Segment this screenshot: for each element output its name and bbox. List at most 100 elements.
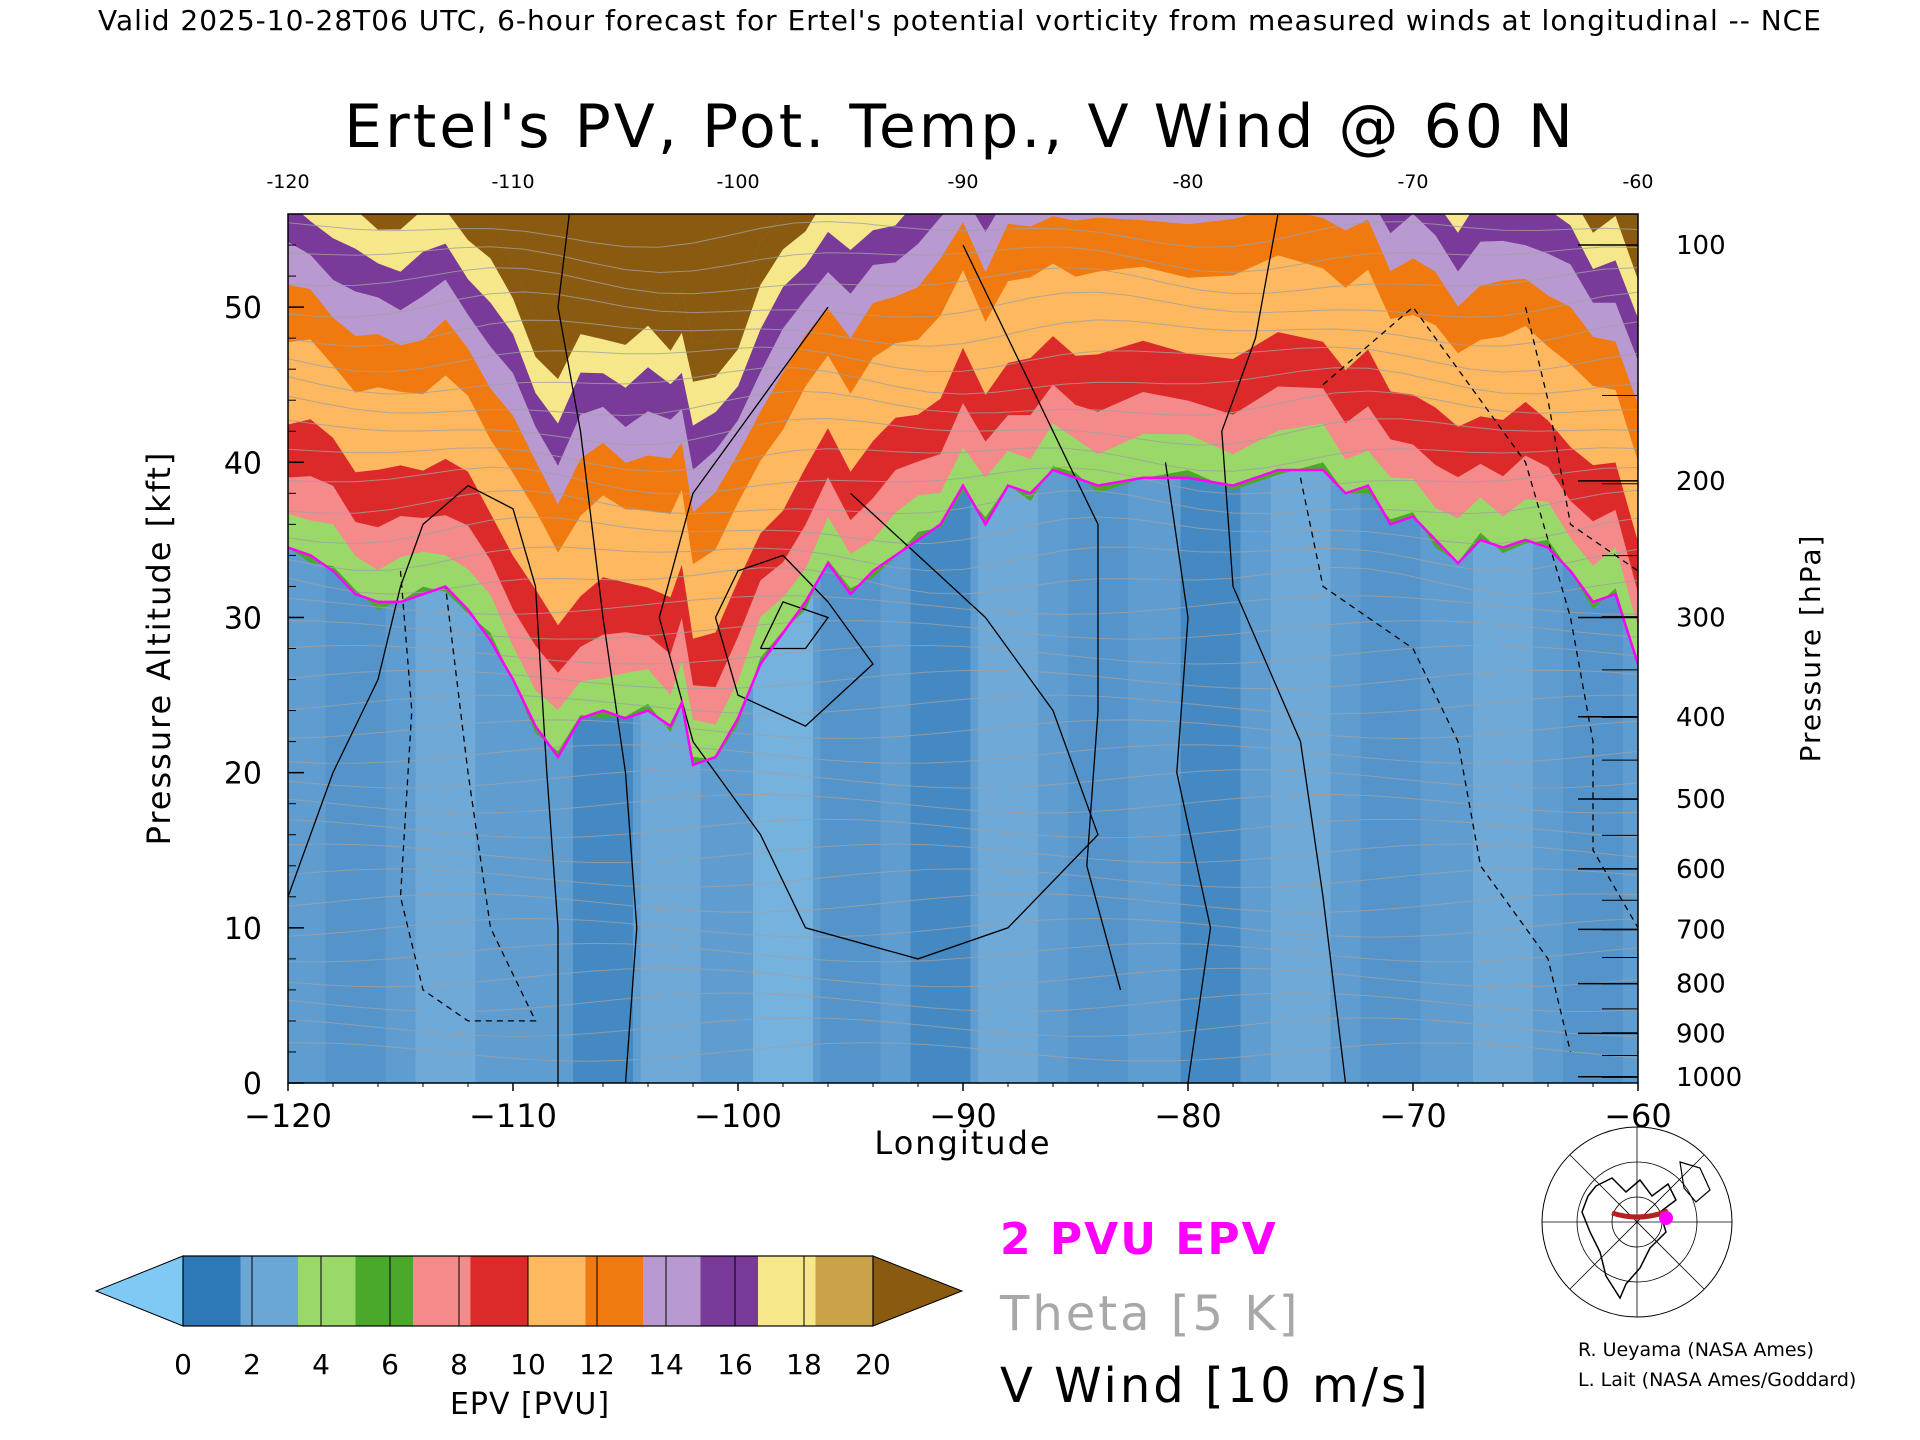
- x-top-tick-label: -90: [947, 171, 978, 193]
- theta-contour: [288, 367, 1638, 395]
- v-wind-contours: [288, 214, 1638, 1083]
- v-wind-contour: [399, 570, 537, 1022]
- y-left-tick-label: 50: [224, 291, 262, 326]
- theta-contour: [288, 669, 1638, 690]
- colorbar-segment: [585, 1256, 644, 1326]
- colorbar-tick-label: 0: [174, 1348, 192, 1381]
- x-top-tick-label: -100: [716, 171, 759, 193]
- map-location-marker: [1659, 1211, 1673, 1225]
- theta-contour: [288, 744, 1638, 764]
- y-axis-left: 0 10 20 30 40 50: [224, 244, 304, 1102]
- theta-contour: [288, 516, 1638, 545]
- x-tick-label: −80: [1154, 1097, 1222, 1135]
- y-right-tick-label: 500: [1676, 785, 1726, 815]
- y-left-tick-label: 10: [224, 912, 262, 947]
- credit-line-1: R. Ueyama (NASA Ames): [1578, 1339, 1814, 1361]
- legend-epv: 2 PVU EPV: [1000, 1214, 1278, 1265]
- colorbar-tick-label: 14: [648, 1348, 684, 1381]
- theta-contour: [288, 291, 1638, 318]
- theta-contour: [288, 447, 1638, 473]
- map-coastlines: [1581, 1177, 1677, 1300]
- pv-band-top: [487, 214, 1638, 344]
- v-wind-contour: [1164, 462, 1212, 1083]
- colorbar-segment: [643, 1256, 701, 1326]
- theta-contour: [288, 390, 1638, 417]
- y-right-tick-label: 100: [1676, 231, 1726, 261]
- theta-contour: [288, 319, 1638, 347]
- colorbar-tick-label: 4: [312, 1348, 330, 1381]
- theta-contour: [288, 967, 1638, 988]
- colorbar-segment: [700, 1256, 759, 1326]
- theta-contour: [288, 793, 1638, 814]
- colorbar-segment: [758, 1256, 816, 1326]
- colorbar-segment: [528, 1256, 586, 1326]
- theta-contour: [288, 893, 1638, 913]
- x-top-tick-label: -70: [1397, 171, 1428, 193]
- pv-band: [288, 423, 1638, 765]
- v-wind-contour: [1524, 306, 1638, 572]
- y-axis-right-label: Pressure [hPa]: [1794, 534, 1827, 763]
- y-right-tick-label: 800: [1676, 970, 1726, 1000]
- x-top-tick-label: -80: [1172, 171, 1203, 193]
- colorbar-tick-label: 8: [450, 1348, 468, 1381]
- theta-contour: [288, 992, 1638, 1013]
- v-wind-contour: [658, 306, 1099, 960]
- colorbar-tick-label: 20: [855, 1348, 891, 1381]
- forecast-header: Valid 2025-10-28T06 UTC, 6-hour forecast…: [98, 4, 1822, 37]
- theta-contour: [288, 917, 1638, 938]
- colorbar-segment: [240, 1256, 299, 1326]
- colorbar-tick-label: 18: [786, 1348, 822, 1381]
- theta-contour: [288, 595, 1638, 615]
- v-wind-contour: [1299, 477, 1572, 1053]
- y-left-tick-label: 30: [224, 601, 262, 636]
- colorbar-label: EPV [PVU]: [450, 1387, 610, 1422]
- x-axis: −120 −110 −100 −90 −80 −70 −60: [244, 1083, 1672, 1135]
- y-right-tick-label: 300: [1676, 603, 1726, 633]
- credits: R. Ueyama (NASA Ames) L. Lait (NASA Ames…: [1578, 1335, 1856, 1395]
- theta-contour: [288, 266, 1638, 295]
- colorbar-under-arrow: [94, 1255, 184, 1327]
- x-axis-top: -120 -110 -100 -90 -80 -70 -60: [266, 171, 1653, 193]
- y-right-tick-label: 600: [1676, 855, 1726, 885]
- theta-contour: [288, 246, 1638, 274]
- theta-contour: [288, 1017, 1638, 1037]
- colorbar-segment: [298, 1256, 356, 1326]
- tropopause-2pvu-contour: [288, 468, 1638, 767]
- theta-contour: [288, 694, 1638, 715]
- y-right-tick-label: 400: [1676, 703, 1726, 733]
- theta-contour: [288, 466, 1638, 495]
- x-tick-label: −60: [1604, 1097, 1672, 1135]
- x-tick-label: −70: [1379, 1097, 1447, 1135]
- y-left-tick-label: 20: [224, 757, 262, 792]
- colorbar-segment: [815, 1256, 874, 1326]
- locator-map: [1538, 1126, 1736, 1318]
- x-top-tick-label: -120: [266, 171, 309, 193]
- theta-contour: [288, 719, 1638, 740]
- theta-contour: [288, 942, 1638, 963]
- theta-contour: [288, 768, 1638, 789]
- theta-contour: [288, 868, 1638, 888]
- colorbar-tick-label: 6: [381, 1348, 399, 1381]
- theta-contour: [288, 220, 1638, 248]
- y-left-tick-label: 40: [224, 446, 262, 481]
- chart-title: Ertel's PV, Pot. Temp., V Wind @ 60 N: [344, 92, 1576, 162]
- theta-contour: [288, 1042, 1638, 1062]
- x-tick-label: −110: [469, 1097, 557, 1135]
- colorbar-tick-label: 2: [243, 1348, 261, 1381]
- colorbar: 0 2 4 6 8 10 12 14 16 18 20: [94, 1255, 964, 1381]
- theta-contour: [288, 818, 1638, 839]
- legend-vwind: V Wind [10 m/s]: [1000, 1358, 1431, 1414]
- credit-line-2: L. Lait (NASA Ames/Goddard): [1578, 1369, 1857, 1391]
- y-axis-left-label: Pressure Altitude [kft]: [140, 451, 178, 846]
- theta-contour: [288, 489, 1638, 515]
- colorbar-tick-label: 16: [717, 1348, 753, 1381]
- y-right-tick-label: 900: [1676, 1019, 1726, 1049]
- v-wind-contour: [288, 484, 559, 1083]
- legend-theta: Theta [5 K]: [1000, 1286, 1301, 1342]
- y-right-tick-label: 200: [1676, 467, 1726, 497]
- colorbar-segment: [183, 1256, 241, 1326]
- pv-band: [288, 384, 1638, 765]
- x-tick-label: −100: [694, 1097, 782, 1135]
- colorbar-tick-label: 12: [579, 1348, 615, 1381]
